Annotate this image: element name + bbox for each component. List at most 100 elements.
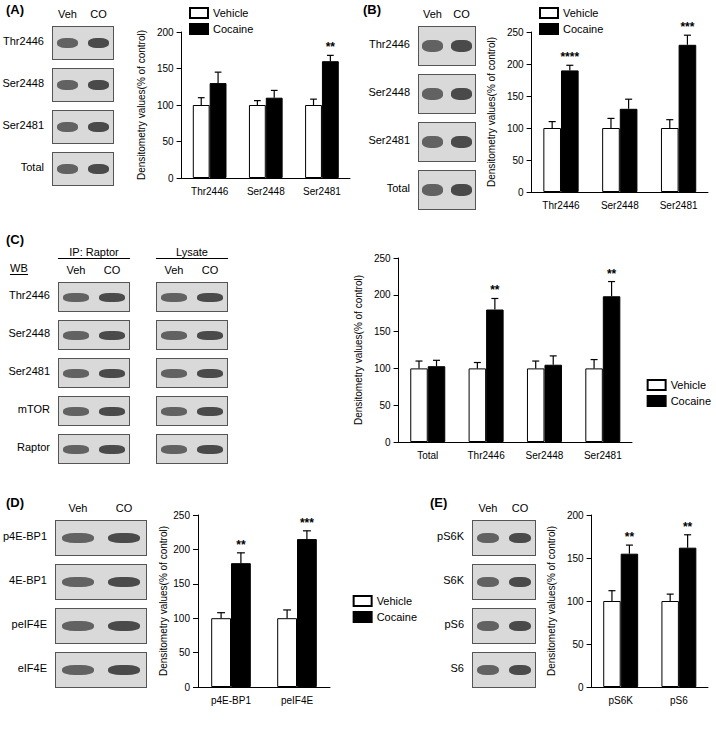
svg-text:0: 0 <box>385 437 391 448</box>
svg-text:pS6K: pS6K <box>608 695 633 706</box>
html-text:4E-BP1: 4E-BP1 <box>9 574 47 586</box>
html-text:(A): (A) <box>6 2 24 17</box>
html-text:CO: CO <box>103 264 121 276</box>
svg-text:100: 100 <box>374 363 391 374</box>
svg-text:p4E-BP1: p4E-BP1 <box>211 695 251 706</box>
html-text:(E): (E) <box>430 495 448 510</box>
html-text:Thr2446: Thr2446 <box>369 38 410 50</box>
html-text:Veh: Veh <box>423 8 442 20</box>
svg-text:***: *** <box>680 20 694 34</box>
svg-text:Thr2446: Thr2446 <box>542 200 580 211</box>
svg-text:**: ** <box>236 538 246 552</box>
svg-text:250: 250 <box>507 27 524 38</box>
svg-text:Ser2481: Ser2481 <box>660 200 698 211</box>
html-text:Veh: Veh <box>164 264 184 276</box>
svg-text:200: 200 <box>173 544 190 555</box>
html-text:IP: Raptor: IP: Raptor <box>69 246 119 258</box>
svg-text:Ser2448: Ser2448 <box>526 450 564 461</box>
html-text:Veh: Veh <box>68 502 88 514</box>
html-text:peIF4E: peIF4E <box>11 618 47 630</box>
svg-text:50: 50 <box>379 400 391 411</box>
svg-text:Ser2448: Ser2448 <box>601 200 639 211</box>
html-text:eIF4E: eIF4E <box>17 662 47 674</box>
svg-text:****: **** <box>560 50 579 64</box>
svg-text:**: ** <box>625 530 635 544</box>
svg-text:**: ** <box>326 40 336 54</box>
svg-text:0: 0 <box>518 187 524 198</box>
svg-text:50: 50 <box>572 639 584 650</box>
svg-text:Cocaine: Cocaine <box>377 611 417 623</box>
svg-text:Cocaine: Cocaine <box>563 23 603 35</box>
svg-text:150: 150 <box>567 553 584 564</box>
html-text:Ser2481: Ser2481 <box>8 365 50 377</box>
svg-text:250: 250 <box>374 253 391 264</box>
svg-text:200: 200 <box>157 27 174 38</box>
svg-text:150: 150 <box>157 63 174 74</box>
svg-text:Thr2446: Thr2446 <box>467 450 505 461</box>
html-text:Ser2448: Ser2448 <box>368 86 410 98</box>
svg-text:50: 50 <box>179 647 191 658</box>
svg-text:Densitometry values(% of contr: Densitometry values(% of control) <box>158 526 169 676</box>
svg-text:Vehicle: Vehicle <box>377 595 412 607</box>
svg-text:Densitometry values(% of contr: Densitometry values(% of control) <box>353 275 364 425</box>
svg-text:150: 150 <box>173 578 190 589</box>
html-text:Veh: Veh <box>66 264 86 276</box>
svg-text:peIF4E: peIF4E <box>281 695 314 706</box>
svg-text:0: 0 <box>578 682 584 693</box>
html-text:(C): (C) <box>6 232 24 247</box>
html-text:CO: CO <box>453 8 470 20</box>
svg-text:Ser2481: Ser2481 <box>584 450 622 461</box>
svg-text:**: ** <box>490 283 500 297</box>
html-text:(D): (D) <box>6 495 24 510</box>
html-text:CO: CO <box>90 8 107 20</box>
html-text:Total: Total <box>386 182 410 194</box>
svg-text:Thr2446: Thr2446 <box>191 186 229 197</box>
svg-text:**: ** <box>607 267 617 281</box>
html-text:p4E-BP1: p4E-BP1 <box>3 530 47 542</box>
html-text:Thr2446: Thr2446 <box>3 35 44 47</box>
svg-text:100: 100 <box>173 613 190 624</box>
svg-text:pS6: pS6 <box>670 695 688 706</box>
svg-text:100: 100 <box>157 100 174 111</box>
html-text:WB: WB <box>10 262 28 274</box>
html-text:Ser2448: Ser2448 <box>2 77 44 89</box>
html-text:Ser2481: Ser2481 <box>2 119 44 131</box>
svg-text:Ser2481: Ser2481 <box>303 186 341 197</box>
svg-text:50: 50 <box>512 155 524 166</box>
svg-text:0: 0 <box>168 173 174 184</box>
svg-text:250: 250 <box>173 510 190 521</box>
svg-text:0: 0 <box>184 682 190 693</box>
svg-text:Densitometry values(% of contr: Densitometry values(% of control) <box>546 526 557 676</box>
svg-text:200: 200 <box>374 289 391 300</box>
svg-text:50: 50 <box>162 136 174 147</box>
svg-text:Cocaine: Cocaine <box>213 23 253 35</box>
svg-text:150: 150 <box>507 91 524 102</box>
html-text:Ser2481: Ser2481 <box>368 134 410 146</box>
html-text:Raptor: Raptor <box>17 441 50 453</box>
svg-text:Densitometry values(% of contr: Densitometry values(% of control) <box>486 37 497 187</box>
html-text:CO: CO <box>115 502 133 514</box>
html-text:Veh: Veh <box>58 8 77 20</box>
html-text:Lysate: Lysate <box>176 246 208 258</box>
svg-text:***: *** <box>300 516 314 530</box>
html-text:CO: CO <box>201 264 219 276</box>
html-text:Total: Total <box>20 161 44 173</box>
html-text:Ser2448: Ser2448 <box>8 327 50 339</box>
svg-text:100: 100 <box>507 123 524 134</box>
svg-text:Vehicle: Vehicle <box>213 7 248 19</box>
svg-text:**: ** <box>683 520 693 534</box>
html-text:mTOR: mTOR <box>17 403 50 415</box>
svg-text:Vehicle: Vehicle <box>671 379 706 391</box>
svg-text:Densitometry values(% of contr: Densitometry values(% of control) <box>136 30 147 180</box>
svg-text:200: 200 <box>507 59 524 70</box>
svg-text:150: 150 <box>374 326 391 337</box>
svg-text:Total: Total <box>417 450 438 461</box>
svg-text:100: 100 <box>567 596 584 607</box>
svg-text:Vehicle: Vehicle <box>563 7 598 19</box>
svg-text:Ser2448: Ser2448 <box>247 186 285 197</box>
html-text:Veh: Veh <box>478 502 498 514</box>
html-text:(B): (B) <box>363 2 381 17</box>
svg-text:200: 200 <box>567 510 584 521</box>
svg-text:Cocaine: Cocaine <box>671 395 711 407</box>
html-text:Thr2446: Thr2446 <box>9 289 50 301</box>
